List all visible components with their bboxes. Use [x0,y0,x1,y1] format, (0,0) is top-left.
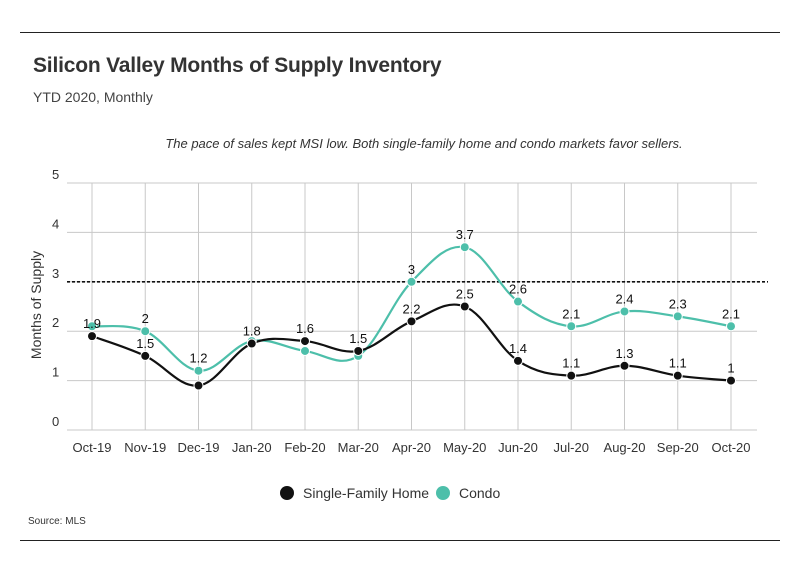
point-condo [459,242,470,253]
legend-label-condo: Condo [459,485,500,501]
x-tick-label: Oct-19 [72,440,111,455]
y-axis-label: Months of Supply [28,251,44,359]
data-label-single-family: 1.4 [509,341,527,356]
x-tick-label: Aug-20 [604,440,646,455]
point-single-family [513,355,523,366]
x-axis-ticks: Oct-19 Nov-19 Dec-19 Jan-20 Feb-20 Mar-20 Apr-… [72,440,750,455]
point-single-family [726,375,736,386]
x-tick-label: Oct-20 [711,440,750,455]
legend: Single-Family Home Condo [280,485,500,501]
x-tick-label: Nov-19 [124,440,166,455]
x-tick-label: Dec-19 [178,440,220,455]
bottom-rule [20,540,780,541]
data-label-single-family: 1.1 [669,356,687,371]
data-label-condo: 3 [408,262,415,277]
point-single-family [300,336,310,347]
x-tick-label: Jun-20 [498,440,538,455]
point-condo [87,321,97,332]
y-tick-label: 0 [52,414,59,429]
point-single-family [246,338,257,349]
point-single-family [619,360,630,371]
x-tick-label: Sep-20 [657,440,699,455]
x-tick-label: Mar-20 [338,440,379,455]
point-condo [300,345,310,356]
point-condo [672,311,683,322]
point-condo [566,321,577,332]
data-label-single-family: 2.5 [456,287,474,302]
point-condo [726,321,736,332]
point-condo [140,326,151,337]
data-label-single-family: 1 [727,361,734,376]
data-label-single-family: 1.3 [615,346,633,361]
data-label-condo: 3.7 [456,227,474,242]
y-tick-label: 2 [52,315,59,330]
y-tick-label: 3 [52,266,59,281]
data-label-condo: 2.6 [509,282,527,297]
point-single-family [672,370,683,381]
data-label-single-family: 1.6 [296,321,314,336]
chart-subtitle: YTD 2020, Monthly [33,89,153,105]
point-single-family [87,331,97,342]
x-tick-label: Apr-20 [392,440,431,455]
data-label-condo: 1.2 [189,351,207,366]
data-label-single-family: 1.8 [243,324,261,339]
point-single-family [353,345,364,356]
point-condo [193,365,204,376]
data-label-condo: 2.4 [615,291,633,306]
data-label-condo: 2.1 [562,306,580,321]
legend-swatch-single-family [280,486,294,500]
data-label-condo: 2.3 [669,296,687,311]
data-label-condo: 2 [142,311,149,326]
data-label-condo: 2.1 [722,306,740,321]
x-tick-label: Feb-20 [284,440,325,455]
x-tick-label: Jul-20 [554,440,589,455]
data-label-single-family: 1.1 [562,356,580,371]
y-axis-ticks: 0 1 2 3 4 5 [52,167,59,429]
point-single-family [140,350,151,361]
series-points [87,242,736,391]
y-tick-label: 5 [52,167,59,182]
top-rule [20,32,780,33]
x-tick-label: Jan-20 [232,440,272,455]
data-label-single-family: 1.5 [136,336,154,351]
point-single-family [459,301,470,312]
data-label-single-family: 2.2 [402,301,420,316]
point-single-family [193,380,204,391]
data-label-single-family: 1.9 [83,316,101,331]
point-single-family [566,370,577,381]
chart-title: Silicon Valley Months of Supply Inventor… [33,54,442,77]
point-condo [406,276,417,287]
x-tick-label: May-20 [443,440,486,455]
point-condo [619,306,630,317]
data-label-single-family: 1.5 [349,331,367,346]
point-single-family [406,316,417,327]
y-tick-label: 4 [52,216,59,231]
chart-annotation: The pace of sales kept MSI low. Both sin… [165,136,682,151]
source-note: Source: MLS [28,516,86,527]
legend-label-single-family: Single-Family Home [303,485,429,501]
legend-swatch-condo [436,486,450,500]
point-condo [513,296,523,307]
data-labels: 1.9 1.5 1.8 1.6 1.5 2.2 2.5 1.4 1.1 1.3 1.1 1 2 1.2 3 3… [83,227,740,375]
y-tick-label: 1 [52,365,59,380]
